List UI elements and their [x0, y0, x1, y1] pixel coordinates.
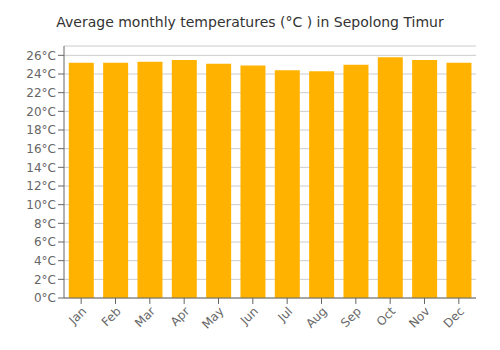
- svg-text:Jan: Jan: [66, 304, 90, 328]
- svg-text:May: May: [199, 304, 226, 331]
- svg-text:4°C: 4°C: [34, 254, 56, 268]
- svg-text:2°C: 2°C: [34, 273, 56, 287]
- svg-text:26°C: 26°C: [26, 49, 56, 63]
- svg-text:Aug: Aug: [303, 304, 329, 330]
- html-text:Average monthly temperatures (: Average monthly temperatures (°C ) in Se…: [56, 14, 444, 30]
- svg-text:Mar: Mar: [132, 304, 158, 330]
- svg-text:Jul: Jul: [274, 304, 295, 325]
- svg-text:0°C: 0°C: [34, 291, 56, 305]
- svg-text:Feb: Feb: [99, 304, 124, 329]
- svg-text:24°C: 24°C: [26, 67, 56, 81]
- svg-text:Jun: Jun: [237, 304, 261, 328]
- svg-text:18°C: 18°C: [26, 123, 56, 137]
- svg-text:Sep: Sep: [338, 304, 364, 330]
- svg-text:20°C: 20°C: [26, 105, 56, 119]
- svg-text:Apr: Apr: [168, 304, 193, 329]
- svg-text:12°C: 12°C: [26, 179, 56, 193]
- svg-text:22°C: 22°C: [26, 86, 56, 100]
- svg-text:Dec: Dec: [441, 304, 467, 330]
- svg-text:6°C: 6°C: [34, 235, 56, 249]
- svg-text:14°C: 14°C: [26, 161, 56, 175]
- svg-text:Oct: Oct: [374, 304, 399, 329]
- svg-text:16°C: 16°C: [26, 142, 56, 156]
- svg-text:10°C: 10°C: [26, 198, 56, 212]
- svg-text:Nov: Nov: [406, 304, 432, 330]
- svg-text:8°C: 8°C: [34, 217, 56, 231]
